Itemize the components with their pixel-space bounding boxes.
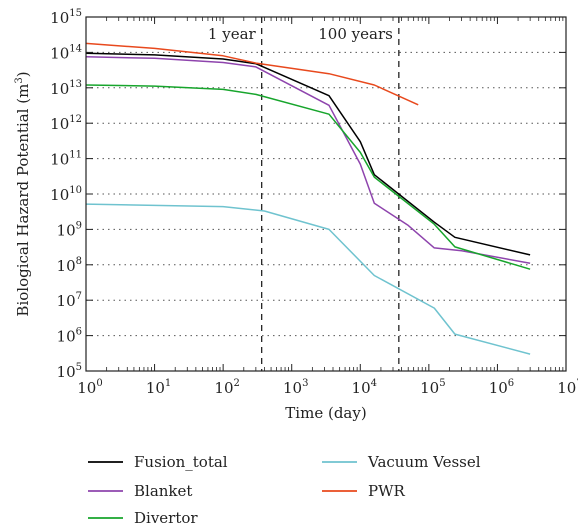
x-tick-label: 103 xyxy=(283,378,308,397)
axis-ticks: 100 101 102 103 104 105 106 107 105 106 107 108 109 1… xyxy=(50,8,578,397)
series-lines xyxy=(85,42,531,355)
x-tick-label: 106 xyxy=(489,378,514,397)
x-tick-label: 104 xyxy=(352,378,377,397)
legend-label: Blanket xyxy=(134,482,192,500)
legend: Fusion_total Blanket Divertor Vacuum Vessel… xyxy=(88,453,481,527)
legend-label: Divertor xyxy=(134,509,198,527)
y-tick-label: 107 xyxy=(57,291,82,310)
x-tick-label: 105 xyxy=(420,378,445,397)
series-line-blanket xyxy=(85,56,531,265)
y-axis-title-main: Biological Hazard Potential (m xyxy=(14,84,32,317)
y-tick-label: 1014 xyxy=(50,43,82,62)
legend-label: Fusion_total xyxy=(134,453,228,471)
y-tick-label: 1010 xyxy=(50,185,82,204)
legend-item: Blanket xyxy=(88,482,192,500)
x-tick-label: 101 xyxy=(146,378,171,397)
x-axis-title: Time (day) xyxy=(285,404,366,422)
legend-item: Vacuum Vessel xyxy=(322,453,481,471)
y-tick-label: 1012 xyxy=(50,114,82,133)
legend-item: Fusion_total xyxy=(88,453,228,471)
y-tick-label: 109 xyxy=(57,220,82,239)
legend-item: PWR xyxy=(322,482,406,500)
series-line-pwr xyxy=(85,42,419,106)
y-axis-title: Biological Hazard Potential (m3) xyxy=(14,71,32,316)
y-tick-label: 105 xyxy=(57,362,82,381)
series-line-fusion-total xyxy=(85,52,531,256)
y-tick-label: 106 xyxy=(57,327,82,346)
y-tick-label: 108 xyxy=(57,256,82,275)
x-tick-label: 107 xyxy=(557,378,578,397)
x-tick-label: 100 xyxy=(77,378,102,397)
reference-line-label: 100 years xyxy=(318,25,393,43)
y-tick-label: 1015 xyxy=(50,8,82,27)
y-tick-label: 1011 xyxy=(50,150,82,169)
reference-lines: 1 year 100 years xyxy=(208,17,400,371)
legend-item: Divertor xyxy=(88,509,198,527)
series-line-vacuum-vessel xyxy=(85,203,531,355)
legend-label: Vacuum Vessel xyxy=(367,453,481,471)
reference-line-label: 1 year xyxy=(208,25,257,43)
y-axis-title-sup: 3 xyxy=(14,77,25,83)
y-axis-title-tail: ) xyxy=(14,71,32,77)
y-tick-label: 1013 xyxy=(50,79,82,98)
series-line-divertor xyxy=(85,84,531,270)
x-tick-label: 102 xyxy=(214,378,239,397)
legend-label: PWR xyxy=(368,482,406,500)
